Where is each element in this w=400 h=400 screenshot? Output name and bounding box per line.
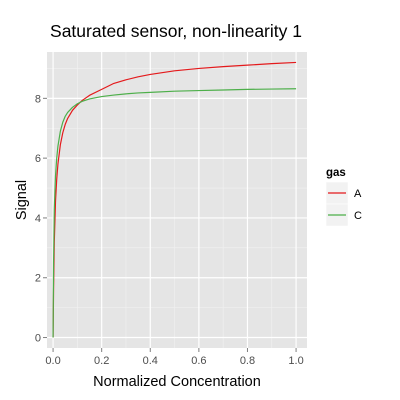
series-line-a <box>52 61 297 338</box>
plot-panel <box>47 52 307 348</box>
y-tick-label: 2 <box>35 273 41 285</box>
legend: gas AC <box>325 167 362 227</box>
x-tick-label: 0.6 <box>191 355 206 367</box>
legend-label: A <box>354 188 362 200</box>
legend-item-c: C <box>325 203 362 227</box>
x-tick-label: 0.8 <box>240 355 255 367</box>
series-line-c <box>52 88 297 338</box>
y-tick-label: 0 <box>35 333 41 345</box>
x-tick-label: 0.0 <box>45 355 60 367</box>
legend-label: C <box>354 210 362 222</box>
legend-item-a: A <box>325 181 362 205</box>
x-tick-label: 0.4 <box>143 355 158 367</box>
x-axis-ticks: 0.0 0.2 0.4 0.6 0.8 1.0 <box>45 348 304 367</box>
legend-title: gas <box>326 167 346 179</box>
y-axis-title: Signal <box>14 180 30 220</box>
y-tick-label: 6 <box>35 153 41 165</box>
minor-gridlines <box>47 52 307 348</box>
x-tick-label: 0.2 <box>94 355 109 367</box>
y-tick-label: 4 <box>35 213 41 225</box>
y-axis-ticks: 0 2 4 6 8 <box>35 93 47 345</box>
x-axis-title: Normalized Concentration <box>93 374 261 390</box>
chart-title: Saturated sensor, non-linearity 1 <box>50 21 302 41</box>
major-gridlines <box>47 52 307 348</box>
y-tick-label: 8 <box>35 93 41 105</box>
x-tick-label: 1.0 <box>288 355 303 367</box>
series-lines <box>52 61 297 338</box>
